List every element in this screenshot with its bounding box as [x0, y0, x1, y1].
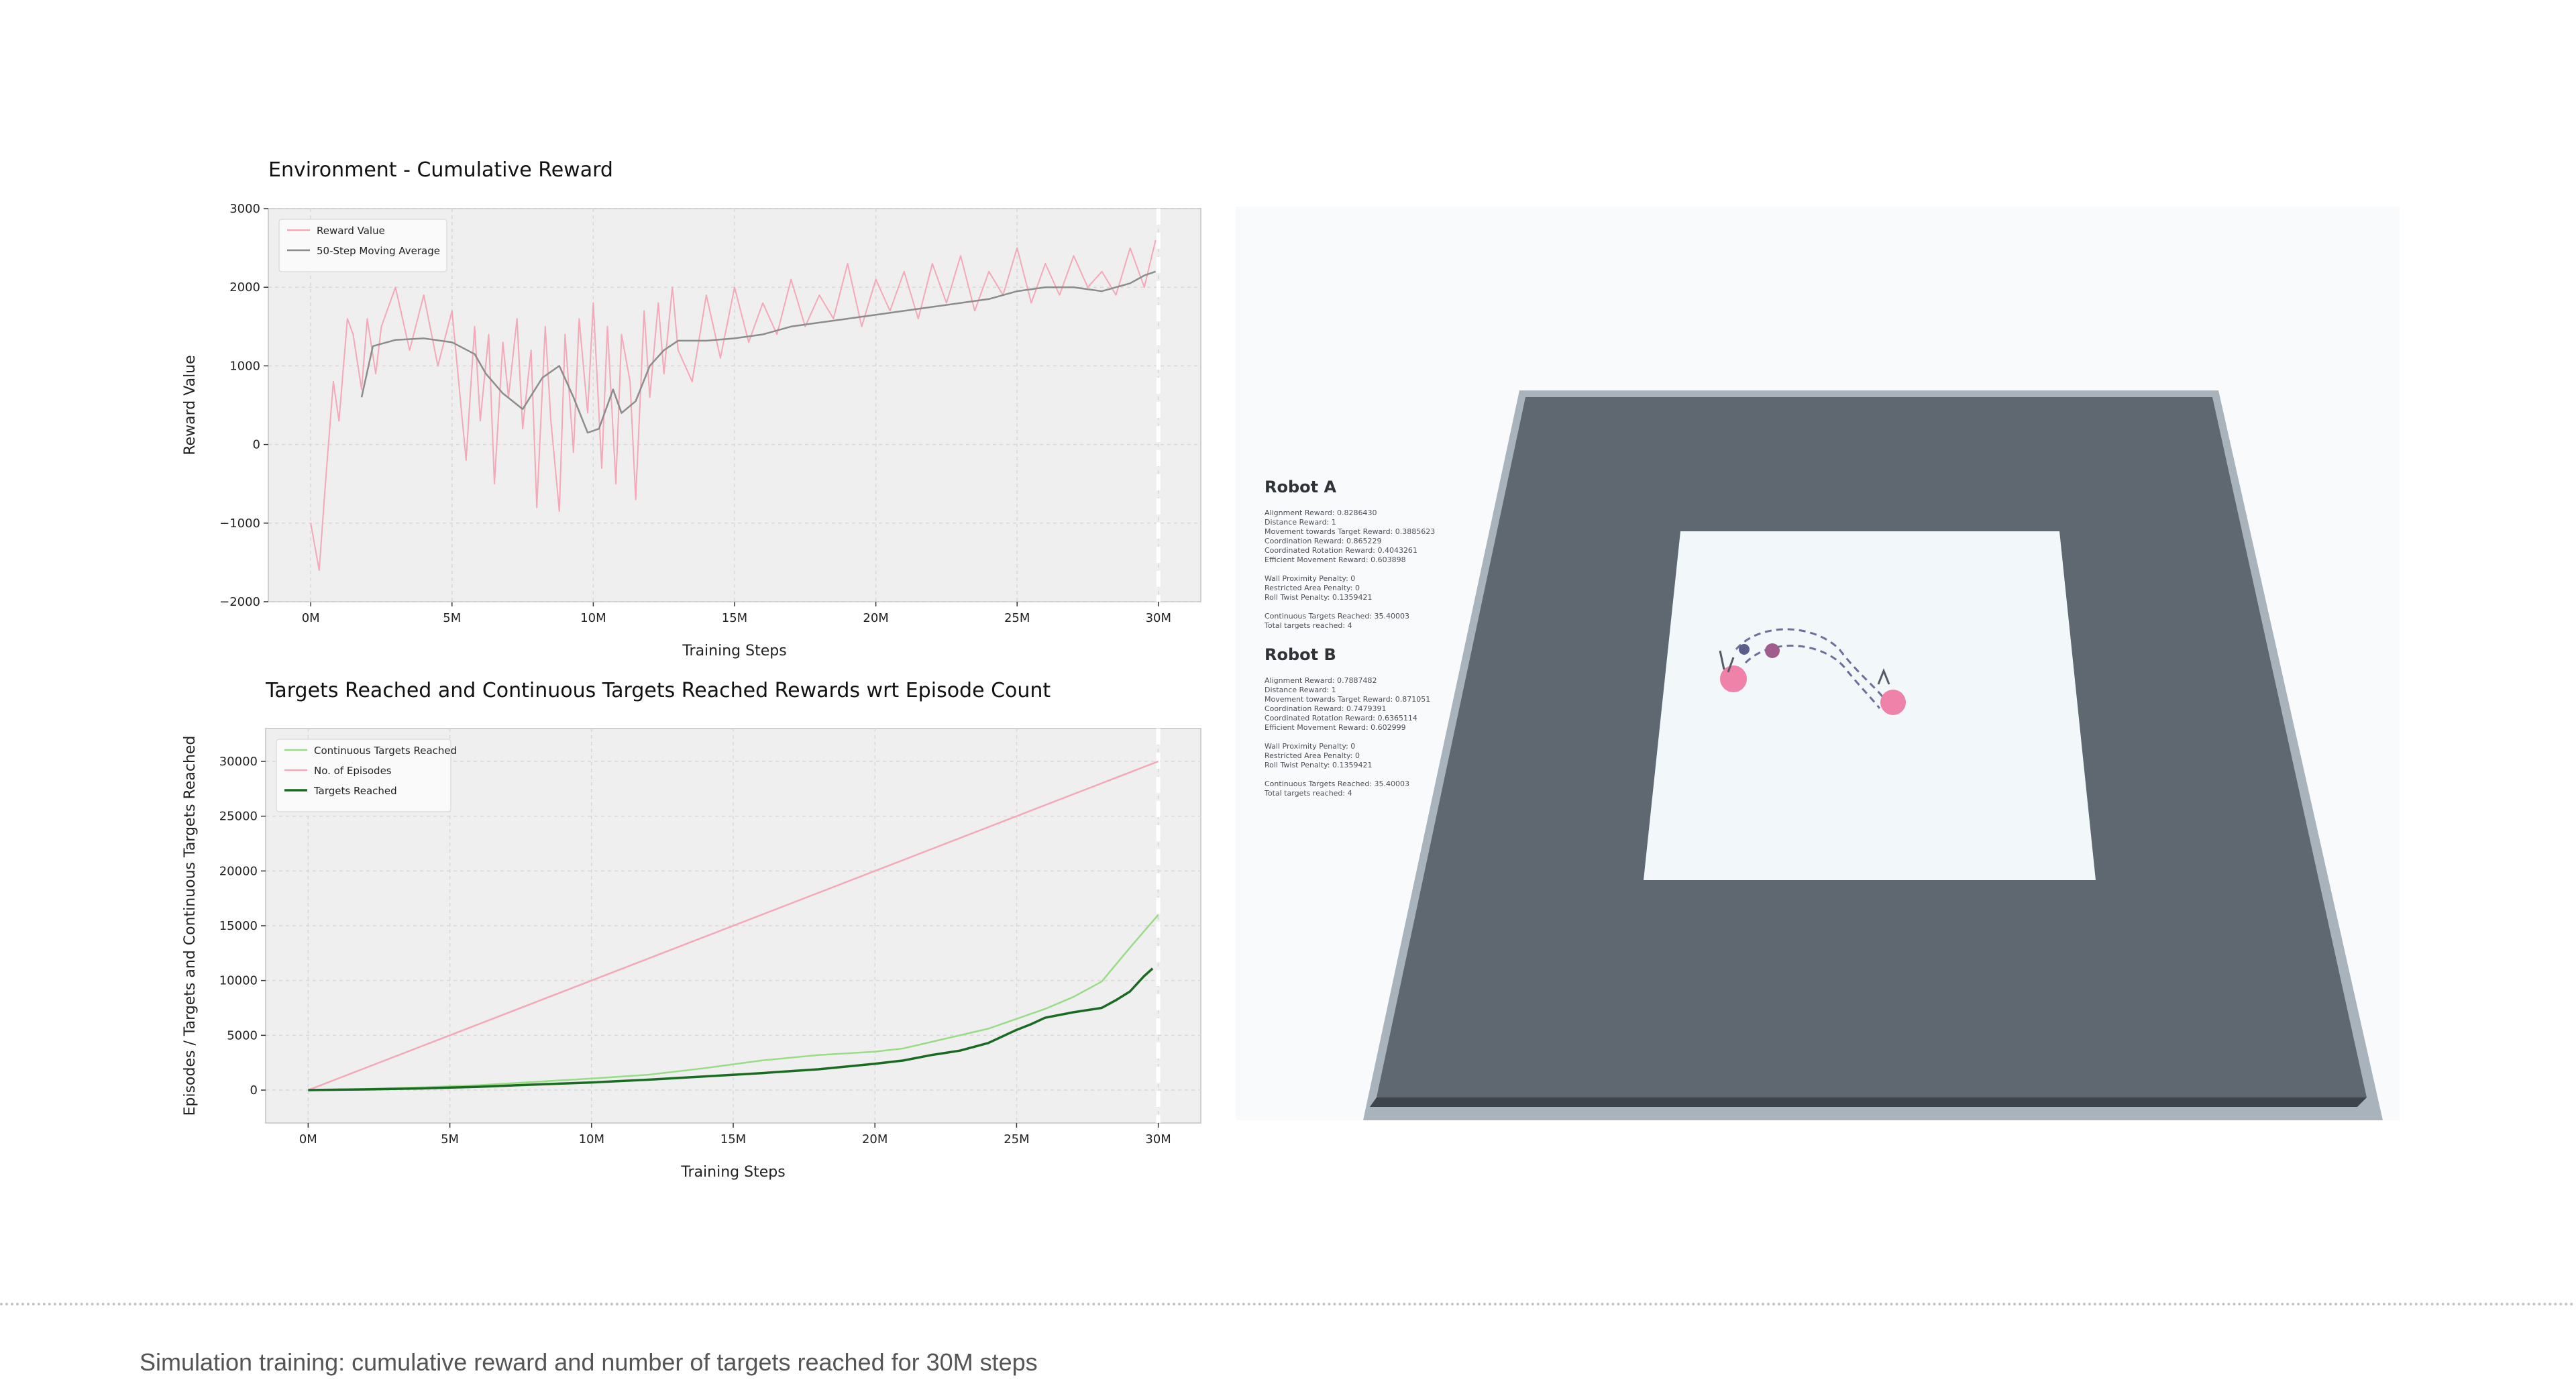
robot-stat-line: Movement towards Target Reward: 0.388562… — [1265, 527, 1435, 536]
y-tick-label: 25000 — [219, 810, 258, 824]
series-line-3 — [308, 967, 1154, 1091]
y-tick-label: −2000 — [219, 595, 260, 609]
legend-label: 50-Step Moving Average — [317, 245, 440, 257]
robot-a-joint — [1739, 644, 1750, 655]
series-line-1 — [310, 239, 1157, 572]
y-tick-label: 3000 — [229, 202, 260, 216]
legend-box — [276, 739, 451, 812]
x-tick-label: 20M — [863, 611, 888, 625]
robot-stat-line: Coordination Reward: 0.865229 — [1265, 537, 1381, 545]
robot-stat-line: Distance Reward: 1 — [1265, 686, 1336, 694]
series-line-2 — [360, 270, 1157, 434]
robot-stat-line: Restricted Area Penalty: 0 — [1265, 584, 1360, 592]
platform-edge-shadow — [1370, 1097, 2367, 1107]
robot-stat-line: Restricted Area Penalty: 0 — [1265, 751, 1360, 760]
robot-stat-line: Efficient Movement Reward: 0.602999 — [1265, 723, 1406, 732]
x-tick-label: 15M — [720, 1132, 746, 1146]
x-tick-label: 20M — [862, 1132, 888, 1146]
x-tick-label: 25M — [1004, 611, 1030, 625]
y-tick-label: 0 — [253, 438, 260, 452]
y-tick-label: 20000 — [219, 864, 258, 878]
simulation-view: Robot A Alignment Reward: 0.8286430 Dista… — [1236, 207, 2400, 1120]
y-tick-label: 30000 — [219, 755, 258, 769]
x-tick-label: 15M — [722, 611, 747, 625]
y-tick-label: 1000 — [229, 359, 260, 373]
y-tick-label: 2000 — [229, 280, 260, 294]
robot-stat-line: Coordinated Rotation Reward: 0.4043261 — [1265, 546, 1417, 555]
series-line-2 — [307, 760, 1159, 1091]
y-axis-label: Episodes / Targets and Continuous Target… — [182, 736, 199, 1116]
legend-label: Reward Value — [317, 225, 385, 237]
robot-stat-line: Continuous Targets Reached: 35.40003 — [1265, 612, 1409, 621]
robot-b-title: Robot B — [1265, 645, 1336, 664]
x-tick-label: 10M — [579, 1132, 604, 1146]
gripper-icon — [1719, 650, 1735, 673]
target-area — [1644, 531, 2096, 880]
robot-stat-line: Coordination Reward: 0.7479391 — [1265, 704, 1386, 713]
y-tick-label: 0 — [250, 1083, 258, 1097]
robot-stat-line: Distance Reward: 1 — [1265, 518, 1336, 527]
legend-label: Targets Reached — [313, 785, 397, 797]
legend-label: No. of Episodes — [314, 765, 392, 777]
y-tick-label: 15000 — [219, 919, 258, 933]
robot-a-marker — [1720, 665, 1747, 692]
x-tick-label: 30M — [1145, 1132, 1171, 1146]
reward-chart-title: Environment - Cumulative Reward — [268, 158, 613, 182]
y-axis-label: Reward Value — [182, 355, 199, 455]
robot-a-title: Robot A — [1265, 478, 1336, 496]
robot-stat-line: Alignment Reward: 0.8286430 — [1265, 508, 1377, 517]
x-tick-label: 30M — [1146, 611, 1171, 625]
x-tick-label: 0M — [302, 611, 320, 625]
robot-a-head — [1765, 643, 1780, 658]
x-tick-label: 5M — [443, 611, 461, 625]
target-marker-icon — [1877, 667, 1890, 685]
robot-stat-line: Roll Twist Penalty: 0.1359421 — [1265, 593, 1372, 602]
x-axis-label: Training Steps — [682, 643, 786, 659]
simulation-scene: Robot A Alignment Reward: 0.8286430Dista… — [1264, 390, 2383, 1120]
robot-b-marker — [1880, 690, 1906, 715]
targets-chart-title: Targets Reached and Continuous Targets R… — [266, 679, 1051, 702]
x-tick-label: 25M — [1004, 1132, 1029, 1146]
x-tick-label: 0M — [299, 1132, 317, 1146]
figure-caption: Simulation training: cumulative reward a… — [140, 1348, 1038, 1376]
y-tick-label: 10000 — [219, 974, 258, 988]
legend-box — [278, 219, 447, 272]
reward-chart: 0M 5M 10M 15M 20M 25M 30M −2000 −1000 0 1000 2000 30… — [182, 202, 1201, 659]
robot-stat-line: Alignment Reward: 0.7887482 — [1265, 676, 1377, 685]
robot-stat-line: Total targets reached: 4 — [1264, 789, 1352, 798]
legend-label: Continuous Targets Reached — [314, 745, 457, 757]
robot-stat-line: Efficient Movement Reward: 0.603898 — [1265, 555, 1406, 564]
x-tick-label: 5M — [441, 1132, 459, 1146]
x-axis-label: Training Steps — [680, 1164, 785, 1181]
caption-divider — [0, 1303, 2576, 1305]
robot-stat-line: Wall Proximity Penalty: 0 — [1265, 742, 1355, 751]
y-tick-label: 5000 — [227, 1028, 258, 1042]
y-tick-label: −1000 — [219, 517, 260, 531]
robot-stat-line: Total targets reached: 4 — [1264, 621, 1352, 630]
robot-stat-line: Continuous Targets Reached: 35.40003 — [1265, 779, 1409, 788]
robot-stat-line: Movement towards Target Reward: 0.871051 — [1265, 695, 1430, 704]
x-tick-label: 10M — [580, 611, 606, 625]
robot-stat-line: Wall Proximity Penalty: 0 — [1265, 574, 1355, 583]
targets-chart: 0M 5M 10M 15M 20M 25M 30M 0 5000 10000 15000 20000 2… — [182, 728, 1201, 1181]
robot-stat-line: Coordinated Rotation Reward: 0.6365114 — [1265, 714, 1417, 722]
series-line-1 — [308, 914, 1159, 1091]
robot-stat-line: Roll Twist Penalty: 0.1359421 — [1265, 761, 1372, 769]
